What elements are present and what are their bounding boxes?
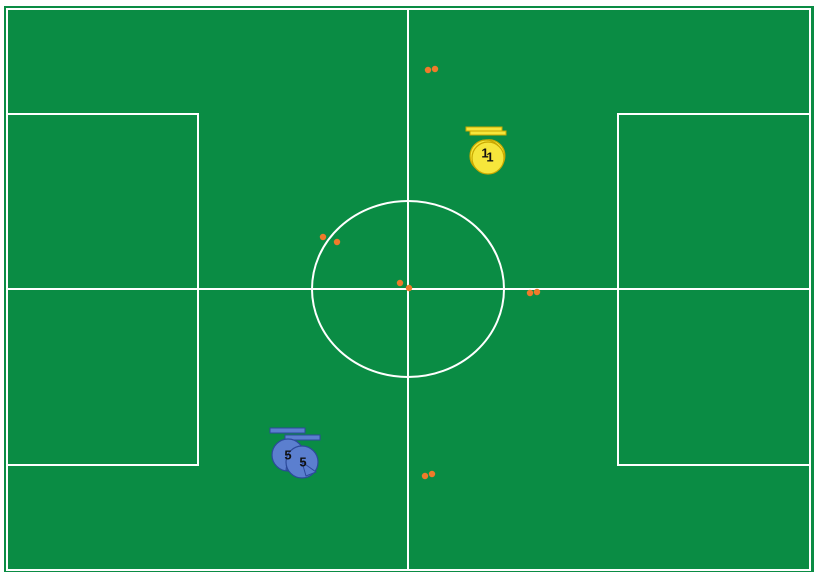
player-number: 5 — [284, 447, 291, 462]
ball-icon[interactable] — [431, 65, 439, 73]
ball-icon[interactable] — [333, 238, 341, 246]
player-number: 5 — [299, 454, 306, 469]
player-blue-stamina-bar — [269, 427, 306, 434]
player-number: 1 — [481, 145, 488, 160]
center-circle — [311, 200, 505, 378]
player-blue-direction — [301, 460, 318, 477]
ball-markers — [319, 65, 541, 480]
player-blue-stamina-bar — [284, 434, 321, 441]
ball-icon[interactable] — [428, 470, 436, 478]
ball-icon[interactable] — [396, 279, 404, 287]
player-number: 1 — [486, 149, 493, 164]
left-penalty-box — [6, 113, 199, 466]
player-blue-group[interactable]: 5 5 — [269, 427, 321, 479]
ball-icon[interactable] — [421, 472, 429, 480]
ball-icon[interactable] — [405, 284, 413, 292]
player-yellow-icon[interactable] — [471, 141, 505, 175]
ball-icon[interactable] — [424, 66, 432, 74]
player-yellow-group[interactable]: 1 1 — [465, 126, 507, 175]
ball-icon[interactable] — [533, 288, 541, 296]
ball-icon[interactable] — [526, 289, 534, 297]
ball-icon[interactable] — [319, 233, 327, 241]
right-penalty-box — [617, 113, 811, 466]
player-yellow-stamina-bar — [465, 126, 503, 132]
player-yellow-stamina-bar — [469, 130, 507, 136]
